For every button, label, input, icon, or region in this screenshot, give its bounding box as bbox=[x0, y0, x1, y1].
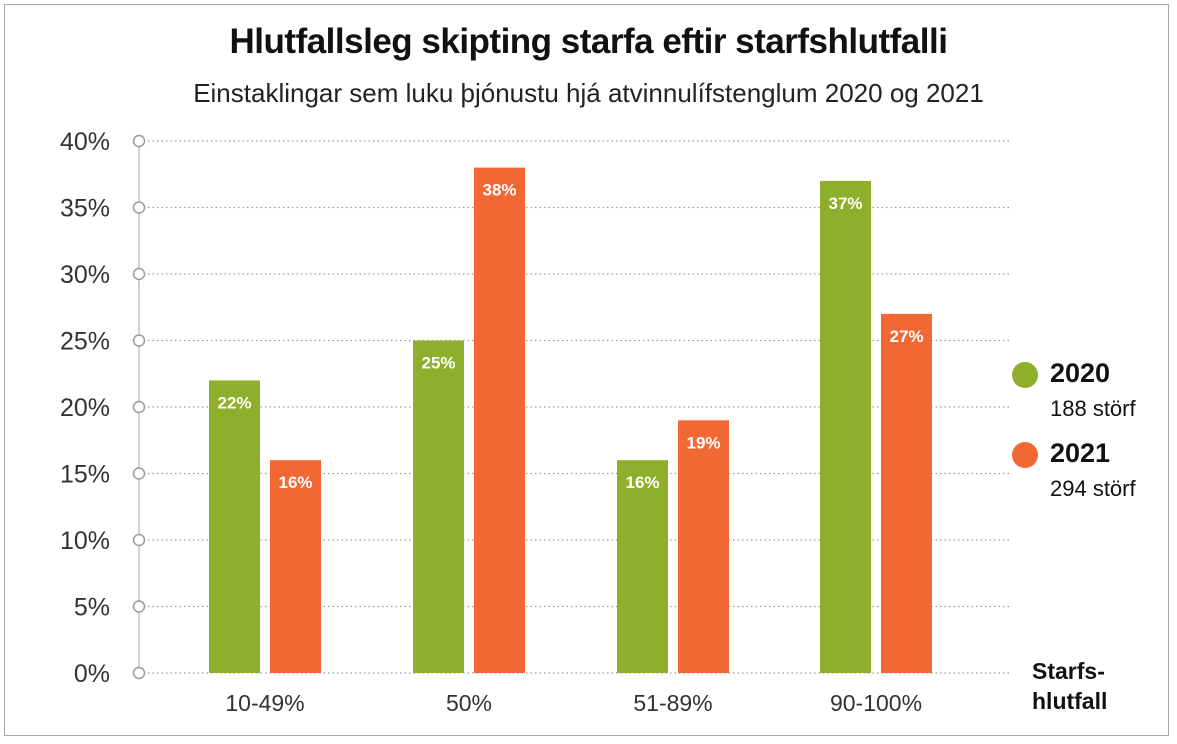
data-label: 16% bbox=[625, 473, 659, 492]
y-tick-marker bbox=[132, 134, 146, 148]
y-tick-label: 25% bbox=[60, 328, 110, 356]
y-tick-marker bbox=[132, 334, 146, 347]
legend-swatch-2021 bbox=[1012, 442, 1038, 468]
x-axis-title: Starfs- hlutfall bbox=[1032, 656, 1107, 716]
y-tick-marker bbox=[132, 533, 146, 547]
chart-subtitle: Einstaklingar sem luku þjónustu hjá atvi… bbox=[193, 78, 984, 108]
x-tick-label: 10-49% bbox=[225, 690, 304, 716]
data-label: 38% bbox=[482, 181, 516, 200]
bar-2020-50% bbox=[413, 340, 464, 673]
y-tick-label: 10% bbox=[60, 527, 110, 555]
data-label: 37% bbox=[828, 194, 862, 213]
y-tick-label: 35% bbox=[60, 195, 110, 223]
bar-2021-90-100% bbox=[881, 313, 932, 673]
y-tick-marker bbox=[132, 467, 146, 480]
legend-label-2021: 2021 bbox=[1050, 438, 1111, 468]
y-tick-label: 5% bbox=[74, 594, 110, 622]
bar-2020-90-100% bbox=[820, 180, 871, 673]
y-tick-marker bbox=[132, 400, 146, 414]
bar-2021-10-49% bbox=[270, 460, 321, 673]
legend-swatch-2020 bbox=[1012, 362, 1038, 388]
y-tick-label: 0% bbox=[74, 660, 110, 688]
bar-2020-51-89% bbox=[617, 460, 668, 673]
data-label: 16% bbox=[278, 473, 312, 492]
y-tick-label: 20% bbox=[60, 394, 110, 422]
y-tick-marker bbox=[132, 201, 146, 214]
chart-frame bbox=[4, 4, 1169, 736]
chart-title: Hlutfallsleg skipting starfa eftir starf… bbox=[229, 22, 948, 61]
data-label: 22% bbox=[217, 393, 251, 412]
y-tick-marker bbox=[132, 267, 146, 281]
legend-label-2020: 2020 bbox=[1050, 358, 1111, 388]
y-tick-label: 40% bbox=[60, 128, 110, 156]
data-label: 27% bbox=[889, 327, 923, 346]
x-tick-label: 90-100% bbox=[830, 690, 922, 716]
legend-count-2020: 188 störf bbox=[1050, 396, 1136, 421]
x-tick-label: 51-89% bbox=[633, 690, 712, 716]
bar-2021-50% bbox=[474, 167, 525, 673]
legend-count-2021: 294 störf bbox=[1050, 476, 1136, 501]
bar-2021-51-89% bbox=[678, 420, 729, 673]
y-tick-marker bbox=[132, 666, 146, 680]
bar-2020-10-49% bbox=[209, 380, 260, 673]
x-tick-label: 50% bbox=[446, 690, 492, 716]
y-tick-label: 15% bbox=[60, 461, 110, 489]
data-label: 19% bbox=[686, 433, 720, 452]
data-label: 25% bbox=[421, 354, 455, 373]
y-tick-label: 30% bbox=[60, 261, 110, 289]
x-axis-title-line-1: Starfs- bbox=[1032, 658, 1105, 684]
x-axis-title-line-2: hlutfall bbox=[1032, 688, 1108, 714]
y-tick-marker bbox=[132, 600, 146, 613]
